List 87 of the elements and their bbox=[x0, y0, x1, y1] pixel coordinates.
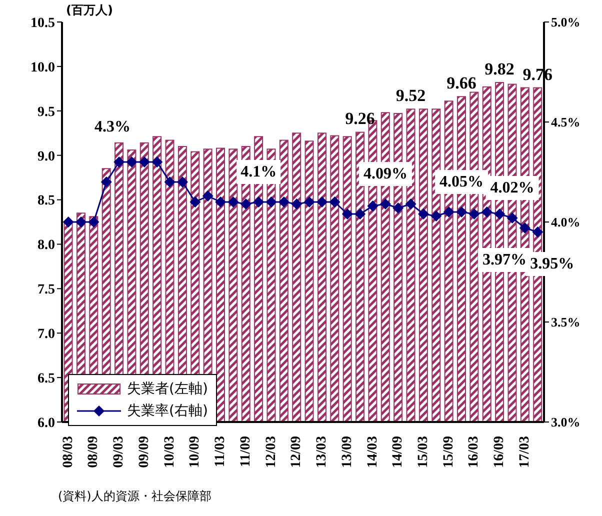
y-tick-label: 7.5 bbox=[38, 282, 55, 298]
data-label: 4.1% bbox=[240, 164, 277, 180]
y2-tick-label: 4.0% bbox=[551, 214, 580, 230]
y-tick-label: 9.5 bbox=[38, 104, 55, 120]
point bbox=[114, 156, 125, 168]
point bbox=[177, 176, 188, 188]
data-label: 4.09% bbox=[363, 166, 408, 182]
point bbox=[481, 206, 492, 218]
point bbox=[405, 198, 416, 210]
x-tick-label: 13/03 bbox=[314, 436, 330, 468]
point bbox=[291, 198, 302, 210]
point bbox=[367, 200, 378, 212]
x-tick-label: 15/03 bbox=[416, 436, 431, 468]
point bbox=[392, 202, 404, 214]
y-tick-label: 10.0 bbox=[30, 60, 55, 76]
point bbox=[506, 212, 518, 224]
data-label: 4.02% bbox=[490, 180, 534, 196]
data-label: 4.05% bbox=[440, 174, 484, 190]
x-tick-label: 12/09 bbox=[289, 436, 304, 468]
y-tick-label: 7.0 bbox=[38, 327, 55, 342]
point bbox=[138, 156, 150, 168]
point bbox=[190, 196, 201, 208]
point bbox=[418, 208, 429, 220]
x-tick-label: 17/03 bbox=[517, 436, 532, 468]
text: (資料)人的資源・社会保障部 bbox=[58, 488, 212, 505]
x-tick-label: 10/03 bbox=[162, 436, 178, 468]
point bbox=[253, 196, 264, 208]
y-axis-title: (百万人) bbox=[66, 2, 113, 19]
y2-tick-label: 5.0% bbox=[551, 14, 580, 30]
x-tick-label: 16/09 bbox=[492, 436, 508, 468]
point bbox=[240, 198, 252, 210]
x-tick-label: 14/03 bbox=[365, 436, 380, 468]
point bbox=[164, 176, 176, 188]
point bbox=[354, 208, 366, 220]
point bbox=[494, 208, 506, 220]
point bbox=[430, 210, 442, 222]
y-tick-label: 8.0 bbox=[38, 238, 55, 254]
x-tick-label: 14/09 bbox=[390, 436, 406, 468]
y2-tick-label: 3.0% bbox=[551, 414, 580, 430]
point bbox=[62, 216, 74, 228]
legend-label: 失業率(右軸) bbox=[127, 402, 208, 420]
point bbox=[380, 198, 391, 210]
point bbox=[278, 196, 290, 208]
data-label: 9.52 bbox=[396, 86, 426, 106]
y-tick-label: 8.5 bbox=[38, 194, 55, 209]
data-label: 9.82 bbox=[484, 59, 514, 78]
data-label: 9.26 bbox=[345, 109, 375, 128]
point bbox=[468, 208, 480, 220]
point bbox=[228, 196, 239, 208]
y2-tick-label: 3.5% bbox=[551, 314, 580, 330]
data-label: 4.3% bbox=[94, 118, 130, 136]
point bbox=[266, 196, 277, 208]
point bbox=[88, 216, 100, 228]
point bbox=[329, 196, 340, 208]
point bbox=[215, 196, 226, 208]
point bbox=[342, 208, 353, 220]
point bbox=[456, 206, 468, 218]
x-tick-label: 15/09 bbox=[441, 436, 456, 468]
point bbox=[152, 156, 163, 168]
x-tick-label: 13/09 bbox=[340, 436, 355, 468]
x-tick-label: 09/09 bbox=[136, 436, 152, 468]
y-tick-label: 6.5 bbox=[38, 372, 55, 387]
x-tick-label: 08/03 bbox=[60, 436, 76, 468]
x-tick-label: 16/03 bbox=[466, 436, 482, 468]
x-tick-label: 11/03 bbox=[213, 436, 228, 468]
point bbox=[76, 216, 87, 228]
x-tick-label: 12/03 bbox=[264, 436, 279, 468]
point bbox=[126, 156, 138, 168]
data-label: 9.66 bbox=[446, 74, 476, 93]
point bbox=[316, 196, 328, 208]
point bbox=[304, 196, 315, 208]
x-tick-label: 08/09 bbox=[86, 436, 102, 468]
x-tick-label: 09/03 bbox=[112, 436, 127, 468]
point bbox=[202, 190, 214, 202]
y-tick-label: 9.0 bbox=[38, 149, 55, 164]
x-tick-label: 11/09 bbox=[238, 436, 254, 468]
legend-label: 失業者(左軸) bbox=[127, 380, 208, 398]
point bbox=[519, 222, 530, 234]
point bbox=[532, 226, 544, 238]
data-label: 3.95% bbox=[530, 256, 574, 272]
y-tick-label: 6.0 bbox=[38, 416, 55, 431]
point bbox=[100, 176, 112, 188]
y-tick-label: 10.5 bbox=[30, 16, 55, 31]
x-tick-label: 10/09 bbox=[188, 436, 203, 468]
point bbox=[443, 206, 454, 218]
y2-tick-label: 4.5% bbox=[551, 114, 580, 130]
data-label: 3.97% bbox=[482, 252, 526, 268]
